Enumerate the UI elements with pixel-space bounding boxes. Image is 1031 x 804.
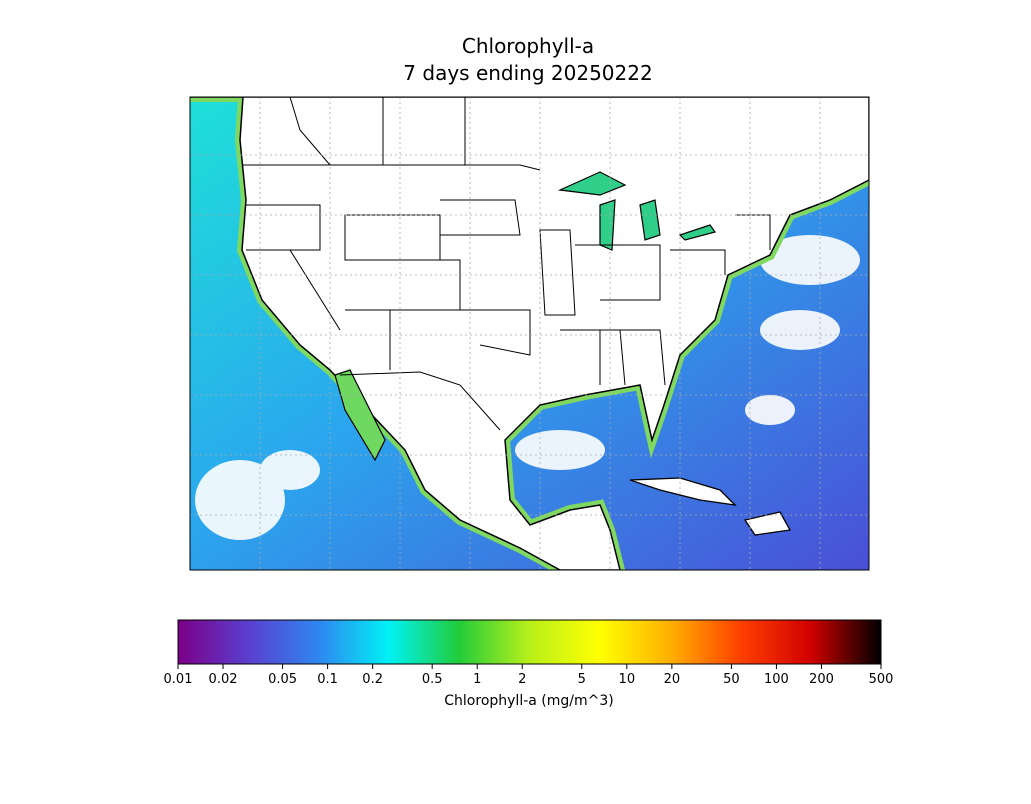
colorbar-ramp — [177, 619, 882, 665]
tick-label: 1 — [473, 672, 481, 687]
gulf-of-california — [334, 369, 386, 462]
tick-label: 0.1 — [317, 672, 338, 687]
tick-label: 20 — [664, 672, 681, 687]
great-lakes — [557, 171, 716, 251]
graticule — [190, 97, 869, 570]
tick-label: 100 — [764, 672, 789, 687]
tick-label: 200 — [809, 672, 834, 687]
tick-label: 0.05 — [268, 672, 297, 687]
colorbar: Chlorophyll-a (mg/m^3) 0.01 0.02 0.05 0.1 0.… — [164, 619, 894, 709]
tick-label: 2 — [518, 672, 526, 687]
tick-label: 500 — [869, 672, 894, 687]
tick-label: 0.01 — [164, 672, 193, 687]
tick-label: 10 — [619, 672, 636, 687]
tick-label: 50 — [723, 672, 740, 687]
map-frame — [189, 96, 870, 571]
no-data-patches — [195, 235, 860, 540]
title-line: Chlorophyll-a — [462, 34, 594, 58]
map — [190, 97, 869, 570]
title-line: 7 days ending 20250222 — [403, 61, 652, 85]
colorbar-label: Chlorophyll-a (mg/m^3) — [444, 693, 613, 709]
tick-label: 0.5 — [422, 672, 443, 687]
tick-label: 5 — [578, 672, 586, 687]
tick-label: 0.02 — [209, 672, 238, 687]
tick-label: 0.2 — [362, 672, 383, 687]
